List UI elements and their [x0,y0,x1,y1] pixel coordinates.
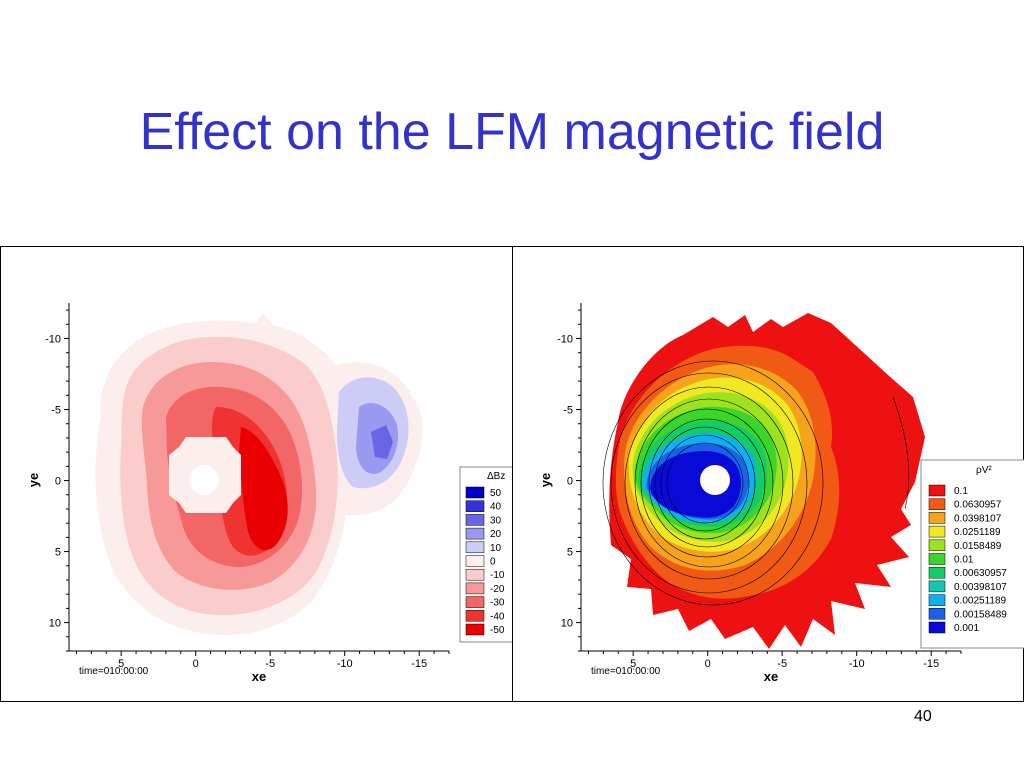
legend-swatch [928,525,946,538]
legend-swatch [928,512,946,524]
rho-v2-legend: ρV² 0.1 0.0630957 0.0398107 0.0251189 0.0158… [920,459,1024,649]
legend-swatch [465,596,485,608]
rho-v2-axes: -10 -5 0 5 10 5 0 -5 -10 -15 ye xe time=010:00:0… [538,303,962,684]
legend-label: -20 [490,584,505,595]
rho-v2-contour-plot: -10 -5 0 5 10 5 0 -5 -10 -15 ye xe time=010:00:0… [538,303,1024,684]
legend-title: ΔBz [487,471,505,482]
legend-swatch [928,484,946,497]
y-tick-label: -5 [51,405,61,417]
legend-swatch [465,610,485,622]
inner-boundary-hole [189,465,219,495]
legend-label: 0.00630957 [954,568,1007,579]
time-label: time=010:00:00 [591,666,661,677]
y-tick-label: -10 [45,334,61,346]
legend-label: 0.0630957 [954,500,1002,511]
legend-label: 0.1 [954,486,968,497]
legend-label: 0.00158489 [954,609,1007,620]
legend-swatch [928,539,946,552]
x-tick-label: -5 [777,658,787,670]
legend-swatch [465,514,485,526]
x-tick-label: 0 [705,658,711,670]
legend-label: -10 [490,570,505,581]
legend-label: 0.0398107 [954,513,1002,524]
legend-swatch [465,500,485,512]
x-axis-label: xe [252,669,266,684]
legend-label: -40 [490,611,505,622]
legend-label: 40 [490,502,502,513]
legend-label: 0.01 [954,555,974,566]
y-tick-label: 10 [561,618,573,630]
legend-swatch [928,498,946,510]
legend-swatch [465,555,485,567]
legend-label: 0.0158489 [954,541,1002,552]
legend-swatch [928,580,946,593]
y-axis-label: ye [26,473,41,487]
legend-label: 0.001 [954,623,979,634]
time-label: time=010:00:00 [79,666,149,677]
legend-label: 20 [490,529,502,540]
inner-boundary-hole [700,465,730,495]
legend-swatch [928,566,946,579]
legend-swatch [465,623,485,636]
x-tick-label: 0 [193,658,199,670]
x-tick-label: -15 [411,658,427,670]
legend-label: 0.00251189 [954,596,1007,607]
legend-swatch [465,541,485,554]
y-tick-label: 5 [567,547,573,559]
y-axis-label: ye [538,473,553,487]
x-axis-label: xe [764,669,778,684]
delta-bz-contour-fill [95,313,423,635]
legend-swatch [465,527,485,540]
legend-label: 10 [490,543,502,554]
legend-swatch [928,621,946,634]
x-tick-label: -5 [265,658,275,670]
rho-v2-plot-panel: -10 -5 0 5 10 5 0 -5 -10 -15 ye xe time=010:00:0… [512,246,1024,702]
delta-bz-plot-panel: -10 -5 0 5 10 5 0 -5 -10 -15 ye xe time=010:00:0… [0,246,514,702]
x-tick-label: 5 [118,658,124,670]
legend-swatch [465,486,485,499]
legend-label: -50 [490,625,505,636]
legend-label: 30 [490,515,502,526]
contour-lines [602,360,910,606]
legend-label: 50 [490,488,502,499]
legend-title: ρV² [976,465,992,476]
y-tick-label: 0 [567,476,573,488]
page-number: 40 [914,708,932,725]
y-tick-label: -10 [557,334,573,346]
contour-level-neg50 [239,427,288,551]
contour-level-30-blue [371,425,393,459]
legend-swatch [928,594,946,606]
legend-label: -30 [490,598,505,609]
delta-bz-legend: ΔBz 50 40 30 20 10 0 -10 -20 -30 -40 -50 [459,466,514,643]
y-tick-label: 5 [55,547,61,559]
legend-swatch [465,568,485,581]
x-tick-label: -10 [849,658,865,670]
y-tick-label: 0 [55,476,61,488]
legend-label: 0 [490,557,496,568]
rho-v2-contour-fill [602,313,925,649]
legend-label: 0.0251189 [954,527,1001,538]
legend-swatch [928,553,946,565]
legend-swatch [465,582,485,595]
delta-bz-axes: -10 -5 0 5 10 5 0 -5 -10 -15 ye xe time=010:00:0… [26,303,450,684]
y-tick-label: 10 [49,618,61,630]
legend-swatch [928,608,946,620]
x-tick-label: -15 [923,658,939,670]
y-tick-label: -5 [563,405,573,417]
x-tick-label: -10 [337,658,353,670]
x-tick-label: 5 [630,658,636,670]
legend-label: 0.00398107 [954,582,1007,593]
slide-title: Effect on the LFM magnetic field [139,103,885,161]
